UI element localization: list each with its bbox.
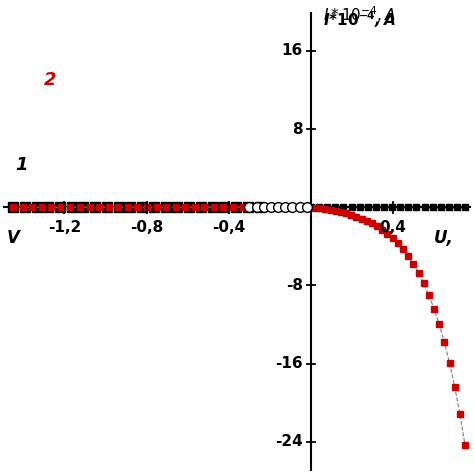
Text: -0,8: -0,8 bbox=[130, 220, 163, 235]
Text: $\bf{\mathit{I*10^{-4}, A}}$: $\bf{\mathit{I*10^{-4}, A}}$ bbox=[323, 5, 396, 26]
Text: -16: -16 bbox=[275, 356, 303, 371]
Text: U,: U, bbox=[434, 229, 454, 247]
Text: -24: -24 bbox=[275, 434, 303, 449]
Text: 2: 2 bbox=[44, 71, 56, 89]
Text: $\bfit{I}$$\mathbf{*10^{-4}}$$\bfit{, A}$: $\bfit{I}$$\mathbf{*10^{-4}}$$\bfit{, A}… bbox=[323, 9, 396, 30]
Text: 0,4: 0,4 bbox=[380, 220, 407, 235]
Text: -0,4: -0,4 bbox=[212, 220, 246, 235]
Text: -8: -8 bbox=[286, 278, 303, 293]
Text: 16: 16 bbox=[282, 43, 303, 58]
Text: -1,2: -1,2 bbox=[48, 220, 81, 235]
Text: 1: 1 bbox=[15, 156, 27, 174]
Text: V: V bbox=[7, 229, 20, 247]
Text: 8: 8 bbox=[292, 121, 303, 137]
